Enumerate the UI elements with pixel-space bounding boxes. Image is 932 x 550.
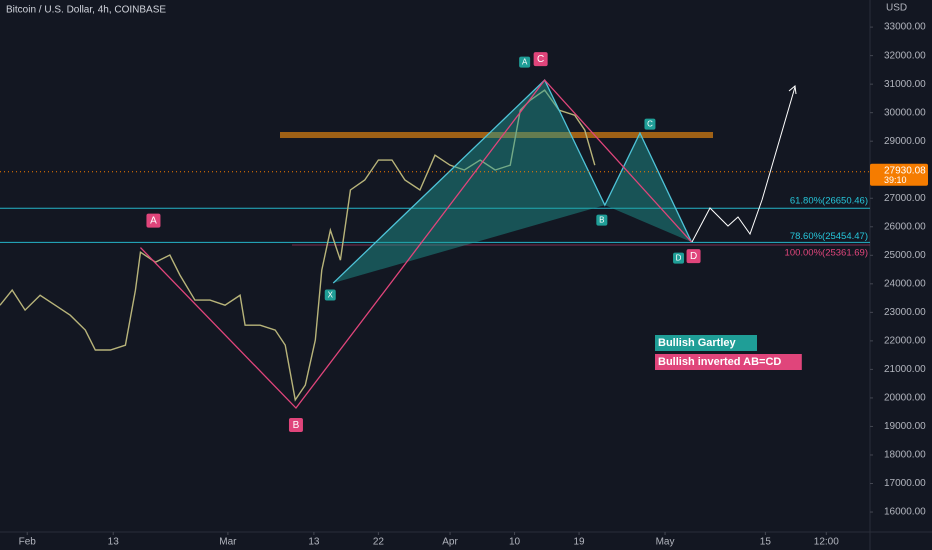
- y-tick-label: 25000.00: [884, 250, 926, 261]
- point-label-box: [533, 52, 548, 67]
- x-tick-label: 12:00: [814, 537, 839, 548]
- fib-level-label: 61.80%(26650.46): [790, 196, 868, 207]
- currency-label: USD: [886, 3, 907, 14]
- y-tick-label: 24000.00: [884, 278, 926, 289]
- y-tick-label: 23000.00: [884, 307, 926, 318]
- resistance-zone: [280, 132, 713, 138]
- x-tick-label: Mar: [219, 537, 237, 548]
- legend-label: Bullish Gartley: [658, 337, 737, 349]
- legend-box: [655, 354, 802, 370]
- price-line: [0, 89, 596, 402]
- point-label: D: [676, 254, 682, 263]
- chart-title: Bitcoin / U.S. Dollar, 4h, COINBASE: [6, 5, 166, 16]
- x-tick-label: 22: [373, 537, 385, 548]
- point-label: B: [599, 216, 604, 225]
- y-tick-label: 29000.00: [884, 136, 926, 147]
- fib-level-label: 100.00%(25361.69): [785, 248, 868, 259]
- projection-path: [691, 86, 796, 243]
- y-tick-label: 31000.00: [884, 79, 926, 90]
- point-label-box: [146, 213, 161, 228]
- fib-level-label: 78.60%(25454.47): [790, 231, 868, 242]
- y-tick-label: 21000.00: [884, 364, 926, 375]
- point-label-box: [644, 118, 656, 130]
- x-tick-label: Apr: [442, 537, 458, 548]
- y-tick-label: 30000.00: [884, 107, 926, 118]
- x-tick-label: 13: [108, 537, 120, 548]
- pattern-fill: [333, 80, 605, 284]
- point-label: A: [522, 58, 528, 67]
- last-price-label: 27930.08: [884, 165, 926, 176]
- y-tick-label: 20000.00: [884, 393, 926, 404]
- y-tick-label: 22000.00: [884, 336, 926, 347]
- y-tick-label: 16000.00: [884, 507, 926, 518]
- y-tick-label: 18000.00: [884, 450, 926, 461]
- point-label: C: [537, 54, 544, 65]
- pattern-line: [332, 79, 693, 284]
- plot-layer: 16000.00 17000.00 18000.00 19000.00 20000.00…: [0, 22, 926, 548]
- point-label: C: [647, 120, 653, 129]
- pattern-fill: [604, 133, 692, 243]
- y-tick-label: 27000.00: [884, 193, 926, 204]
- point-label-box: [596, 214, 608, 226]
- point-label: B: [293, 420, 300, 431]
- pattern-line: [139, 79, 693, 410]
- x-tick-label: 13: [308, 537, 320, 548]
- y-tick-label: 26000.00: [884, 221, 926, 232]
- x-tick-label: 19: [573, 537, 585, 548]
- legend-box: [655, 335, 757, 351]
- x-tick-label: Feb: [19, 537, 37, 548]
- last-price-badge: [870, 163, 928, 186]
- point-label: A: [150, 216, 157, 227]
- point-label-box: [673, 252, 685, 264]
- x-tick-label: May: [656, 537, 675, 548]
- point-label-box: [324, 289, 336, 301]
- point-label-box: [288, 418, 303, 433]
- y-tick-label: 19000.00: [884, 421, 926, 432]
- point-label: X: [328, 291, 334, 300]
- point-label-box: [519, 56, 531, 68]
- projection-arrow: [788, 85, 797, 95]
- x-tick-label: 15: [760, 537, 772, 548]
- countdown-label: 39:10: [884, 175, 907, 185]
- x-tick-label: 10: [509, 537, 521, 548]
- y-tick-label: 17000.00: [884, 478, 926, 489]
- point-label: D: [690, 251, 697, 262]
- y-tick-label: 33000.00: [884, 22, 926, 33]
- legend-label: Bullish inverted AB=CD: [658, 356, 781, 368]
- y-tick-label: 32000.00: [884, 50, 926, 61]
- point-label-box: [686, 249, 701, 264]
